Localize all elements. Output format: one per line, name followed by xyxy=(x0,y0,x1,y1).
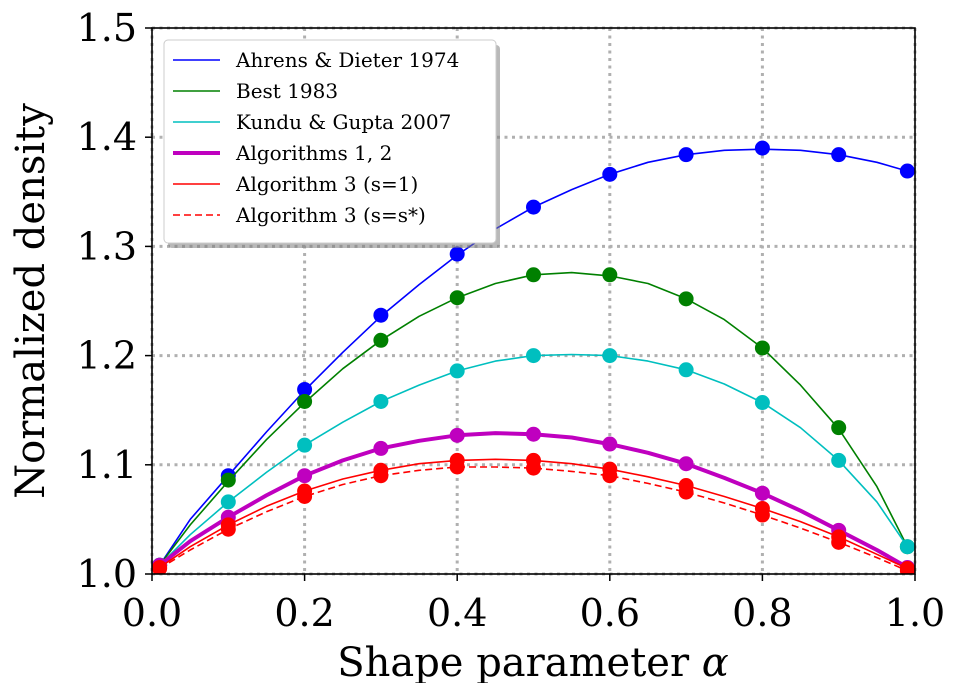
data-point xyxy=(373,307,389,323)
data-point xyxy=(373,393,389,409)
ticks: 0.0 0.2 0.4 0.6 0.8 1.0 1.0 1.1 1.2 1.3 1.4 1.5 xyxy=(77,6,946,635)
data-point xyxy=(899,563,915,574)
data-point xyxy=(602,468,618,484)
legend-label: Best 1983 xyxy=(236,79,338,103)
x-tick-label: 0.4 xyxy=(427,591,487,635)
data-point xyxy=(678,362,694,378)
data-point xyxy=(831,534,847,550)
y-tick-label: 1.3 xyxy=(77,224,137,268)
x-tick-label: 1.0 xyxy=(885,591,945,635)
plot-frame xyxy=(151,27,916,575)
data-point xyxy=(373,468,389,484)
x-axis-title: Shape parameter α xyxy=(337,640,729,683)
data-point xyxy=(602,267,618,283)
data-point xyxy=(678,291,694,307)
legend-box xyxy=(163,39,497,244)
y-tick-label: 1.0 xyxy=(77,552,137,596)
data-point xyxy=(899,163,915,179)
data-point xyxy=(831,147,847,163)
y-tick-label: 1.5 xyxy=(77,6,137,50)
data-point xyxy=(220,521,236,537)
legend-label: Algorithm 3 (s=1) xyxy=(235,172,418,196)
data-point xyxy=(678,147,694,163)
series-line xyxy=(159,458,908,570)
legend-label: Ahrens & Dieter 1974 xyxy=(235,48,459,72)
data-point xyxy=(754,140,770,156)
data-point xyxy=(449,363,465,379)
series-line xyxy=(159,466,908,572)
data-point xyxy=(754,395,770,411)
data-point xyxy=(754,340,770,356)
legend-label: Algorithms 1, 2 xyxy=(235,141,392,165)
x-tick-label: 0.6 xyxy=(580,591,640,635)
legend-label: Algorithm 3 (s=s*) xyxy=(235,203,426,227)
data-point xyxy=(373,440,389,456)
data-point xyxy=(526,348,541,364)
data-point xyxy=(297,393,313,409)
x-tick-label: 0.2 xyxy=(274,591,334,635)
x-axis-title-text: Shape parameter xyxy=(337,640,702,683)
data-point xyxy=(449,290,465,306)
x-tick-label: 0.0 xyxy=(122,591,182,635)
data-point xyxy=(754,507,770,523)
data-point xyxy=(297,381,313,397)
legend-label: Kundu & Gupta 2007 xyxy=(236,110,451,134)
data-point xyxy=(602,348,618,364)
data-point xyxy=(297,468,313,484)
x-tick-label: 0.8 xyxy=(732,591,792,635)
data-point xyxy=(526,460,541,476)
data-point xyxy=(754,485,770,501)
data-point xyxy=(602,436,618,452)
data-point xyxy=(220,472,236,488)
data-point xyxy=(526,426,541,442)
y-tick-label: 1.1 xyxy=(77,443,137,487)
data-point xyxy=(297,488,313,504)
data-point xyxy=(602,166,618,182)
legend: Ahrens & Dieter 1974 Best 1983 Kundu & Gup… xyxy=(163,39,500,248)
data-point xyxy=(678,484,694,500)
series-line xyxy=(158,271,909,566)
y-tick-label: 1.4 xyxy=(77,115,137,159)
data-point xyxy=(449,427,465,443)
data-point xyxy=(297,437,313,453)
data-point xyxy=(526,267,541,283)
data-point xyxy=(899,539,915,555)
data-point xyxy=(373,332,389,348)
data-point xyxy=(449,246,465,262)
data-point xyxy=(449,459,465,475)
x-axis-title-symbol: α xyxy=(702,640,729,683)
data-point xyxy=(220,494,236,510)
data-point xyxy=(678,456,694,472)
data-point xyxy=(526,199,541,215)
series-layer xyxy=(152,140,915,574)
data-point xyxy=(831,452,847,468)
data-point xyxy=(831,420,847,436)
y-axis-title: Normalized density xyxy=(8,103,54,499)
data-point xyxy=(152,561,168,574)
y-tick-label: 1.2 xyxy=(77,334,137,378)
